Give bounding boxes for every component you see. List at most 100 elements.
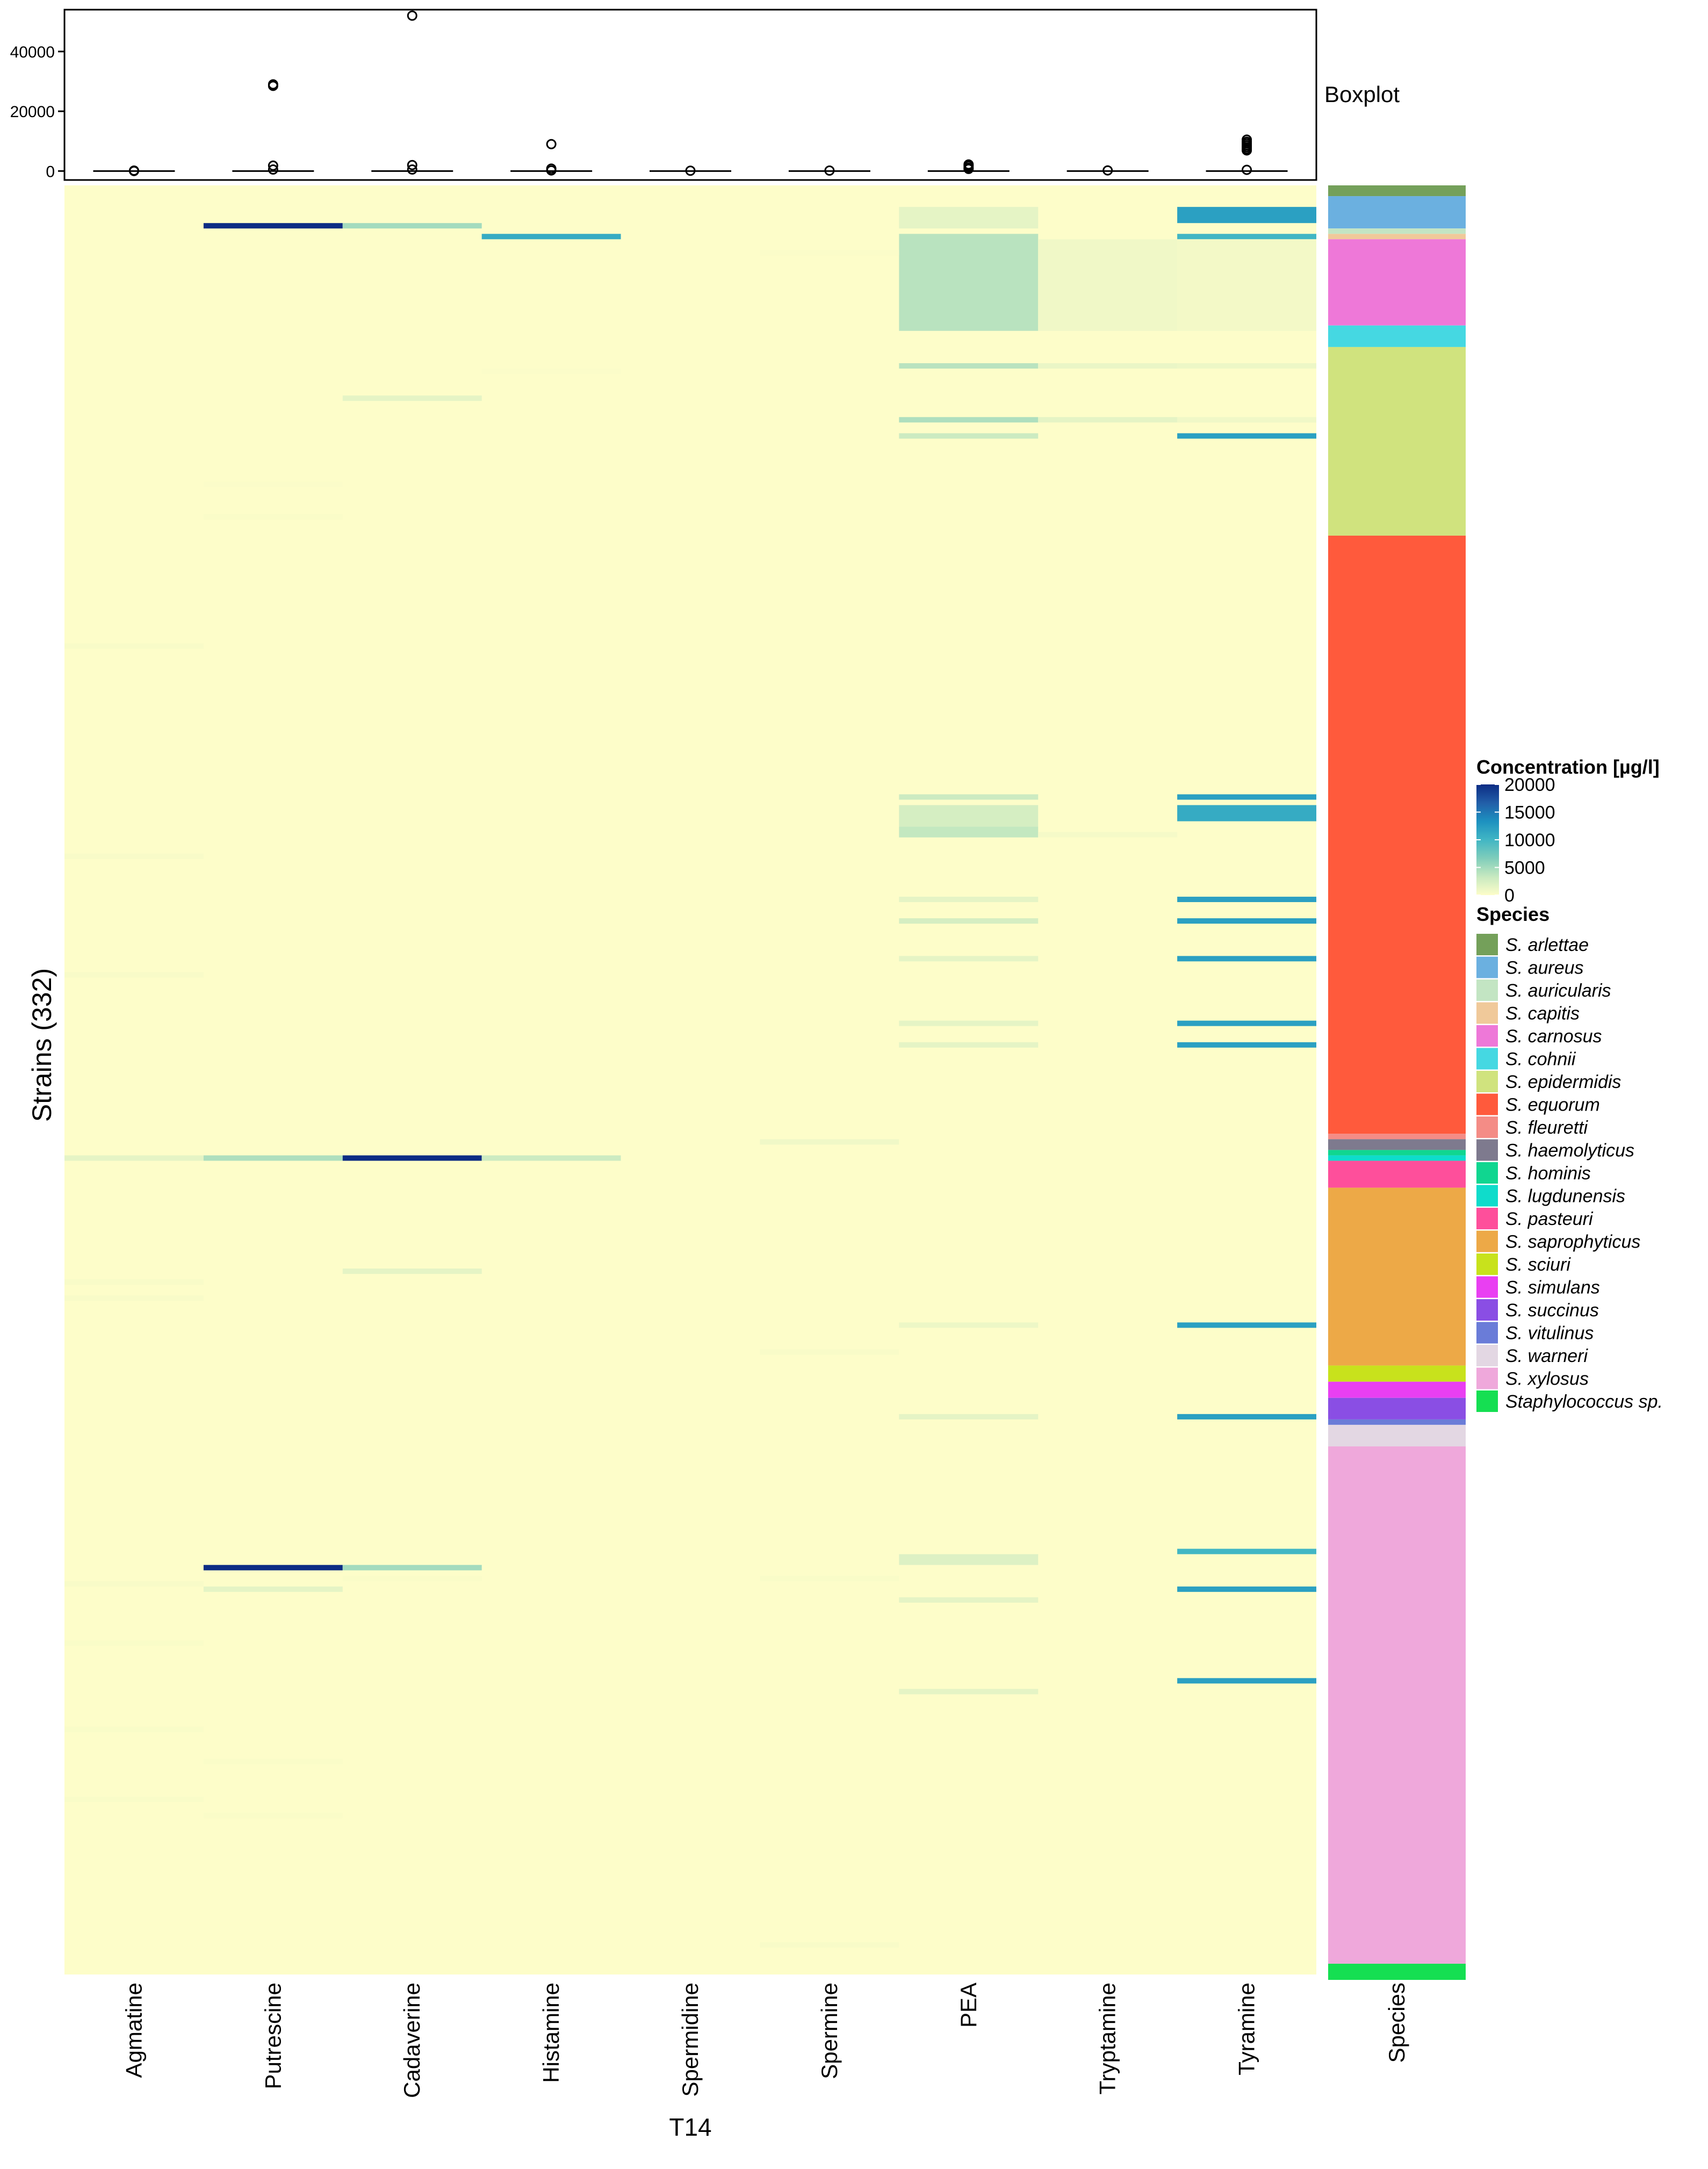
boxplot-frame — [63, 9, 1317, 181]
column-label-spermine: Spermine — [817, 1983, 842, 2079]
heatmap-cell-pea-18 — [899, 1554, 1039, 1565]
legend-swatch-s-saprophyticus — [1476, 1230, 1498, 1252]
legend-label-s-xylosus: S. xylosus — [1505, 1369, 1589, 1389]
heatmap-cell-spermine-66 — [760, 250, 899, 256]
legend-swatch-staphylococcus-sp — [1476, 1390, 1498, 1412]
legend-swatch-s-carnosus — [1476, 1025, 1498, 1047]
legend-label-s-lugdunensis: S. lugdunensis — [1505, 1186, 1625, 1207]
boxplot-outlier-putrescine-2 — [268, 160, 278, 171]
heatmap-cell-pea-14 — [899, 1020, 1039, 1026]
heatmap-cell-agmatine-59 — [64, 1640, 204, 1646]
legend-label-s-equorum: S. equorum — [1505, 1095, 1600, 1115]
legend-label-staphylococcus-sp: Staphylococcus sp. — [1505, 1392, 1663, 1412]
heatmap-cell-pea-9 — [899, 805, 1039, 827]
heatmap-cell-histamine-70 — [481, 369, 621, 374]
heatmap-cell-putrescine-50 — [203, 1565, 343, 1570]
heatmap-cell-tyramine-42 — [1177, 1678, 1316, 1684]
boxplot-tick-label-0: 0 — [46, 163, 55, 181]
boxplot-outlier-tyramine-6 — [1242, 145, 1252, 156]
heatmap-cell-histamine-46 — [481, 1155, 621, 1161]
heatmap-cell-tryptamine-22 — [1038, 363, 1178, 369]
legend-swatch-s-xylosus — [1476, 1367, 1498, 1389]
heatmap-cell-cadaverine-49 — [342, 1269, 482, 1274]
heatmap-cell-pea-20 — [899, 1689, 1039, 1695]
heatmap-cell-agmatine-61 — [64, 1797, 204, 1803]
column-label-agmatine: Agmatine — [121, 1983, 146, 2078]
heatmap-cell-cadaverine-1 — [342, 223, 482, 229]
species-bar-s-arlettae — [1328, 185, 1466, 197]
legend-label-s-carnosus: S. carnosus — [1505, 1026, 1602, 1047]
boxplot-outlier-pea-3 — [963, 163, 974, 174]
legend-label-s-warneri: S. warneri — [1505, 1346, 1588, 1366]
heatmap-cell-putrescine-52 — [203, 1586, 343, 1592]
heatmap-cell-tyramine-25 — [1177, 207, 1316, 224]
boxplot-label: Boxplot — [1324, 82, 1400, 107]
heatmap-cell-cadaverine-51 — [342, 1565, 482, 1570]
heatmap-cell-pea-16 — [899, 1322, 1039, 1328]
heatmap-cell-putrescine-64 — [203, 1759, 343, 1764]
legend-swatch-s-haemolyticus — [1476, 1139, 1498, 1161]
heatmap-cell-agmatine-60 — [64, 1726, 204, 1732]
heatmap-background — [64, 185, 1316, 1975]
legend-label-s-capitis: S. capitis — [1505, 1004, 1580, 1024]
legend-swatch-s-simulans — [1476, 1276, 1498, 1298]
heatmap-cell-histamine-2 — [481, 234, 621, 240]
heatmap-cell-tyramine-26 — [1177, 234, 1316, 240]
heatmap-cell-tyramine-35 — [1177, 956, 1316, 962]
legend-swatch-s-warneri — [1476, 1345, 1498, 1366]
legend-label-s-sciuri: S. sciuri — [1505, 1255, 1571, 1275]
heatmap-cell-pea-19 — [899, 1597, 1039, 1603]
heatmap-cell-putrescine-0 — [203, 223, 343, 229]
heatmap-cell-putrescine-63 — [203, 514, 343, 520]
legend-label-s-succinus: S. succinus — [1505, 1300, 1599, 1321]
legend-swatch-s-lugdunensis — [1476, 1185, 1498, 1207]
column-label-tyramine: Tyramine — [1234, 1983, 1259, 2076]
heatmap-cell-tyramine-37 — [1177, 1042, 1316, 1048]
boxplot-outlier-spermidine-0 — [685, 165, 696, 176]
legend-label-s-fleuretti: S. fleuretti — [1505, 1118, 1589, 1138]
species-bar-s-pasteuri — [1328, 1161, 1466, 1188]
heatmap-cell-agmatine-57 — [64, 1295, 204, 1301]
boxplot-outlier-spermine-0 — [824, 165, 835, 176]
heatmap-cell-tyramine-30 — [1177, 433, 1316, 439]
heatmap-cell-agmatine-58 — [64, 1581, 204, 1587]
boxplot-outlier-cadaverine-1 — [407, 160, 417, 170]
legend-label-s-cohnii: S. cohnii — [1505, 1049, 1576, 1070]
heatmap-cell-tyramine-33 — [1177, 896, 1316, 903]
heatmap-cell-cadaverine-71 — [342, 1575, 482, 1581]
heatmap-cell-pea-17 — [899, 1414, 1039, 1419]
column-label-putrescine: Putrescine — [260, 1983, 285, 2089]
heatmap-cell-cadaverine-45 — [342, 1155, 482, 1161]
boxplot-outlier-tyramine-7 — [1242, 164, 1252, 175]
heatmap-cell-tyramine-28 — [1177, 363, 1316, 369]
legend-label-s-haemolyticus: S. haemolyticus — [1505, 1141, 1634, 1161]
column-label-pea: PEA — [956, 1983, 981, 2028]
boxplot-outlier-cadaverine-0 — [407, 10, 417, 21]
heatmap-cell-tyramine-41 — [1177, 1586, 1316, 1592]
species-bar — [1328, 185, 1466, 1980]
y-axis-title: Strains (332) — [27, 968, 57, 1122]
legend-label-s-hominis: S. hominis — [1505, 1163, 1591, 1184]
heatmap-cell-tyramine-32 — [1177, 805, 1316, 822]
species-bar-s-sciuri — [1328, 1365, 1466, 1382]
legend-swatch-s-epidermidis — [1476, 1071, 1498, 1092]
heatmap-cell-pea-11 — [899, 896, 1039, 903]
heatmap-panel — [64, 185, 1316, 1975]
heatmap-cell-pea-7 — [899, 433, 1039, 439]
heatmap-cell-pea-6 — [899, 417, 1039, 423]
species-bar-s-simulans — [1328, 1381, 1466, 1398]
legend-label-s-vitulinus: S. vitulinus — [1505, 1323, 1594, 1344]
species-bar-s-carnosus — [1328, 239, 1466, 326]
species-bar-s-lugdunensis — [1328, 1155, 1466, 1161]
heatmap-cell-spermine-47 — [760, 1139, 899, 1145]
legend-label-s-arlettae: S. arlettae — [1505, 935, 1589, 955]
legend: Concentration [µg/l] 20000 15000 10000 5000… — [1476, 756, 1663, 1412]
heatmap-cell-spermine-68 — [760, 1575, 899, 1581]
species-bar-staphylococcus-sp — [1328, 1963, 1466, 1980]
legend-swatch-s-capitis — [1476, 1002, 1498, 1024]
heatmap-cell-tyramine-27 — [1177, 239, 1316, 331]
boxplot-panel: 0 20000 40000 Boxplot — [10, 9, 1400, 181]
legend-swatch-s-succinus — [1476, 1299, 1498, 1321]
legend-label-s-simulans: S. simulans — [1505, 1278, 1600, 1298]
